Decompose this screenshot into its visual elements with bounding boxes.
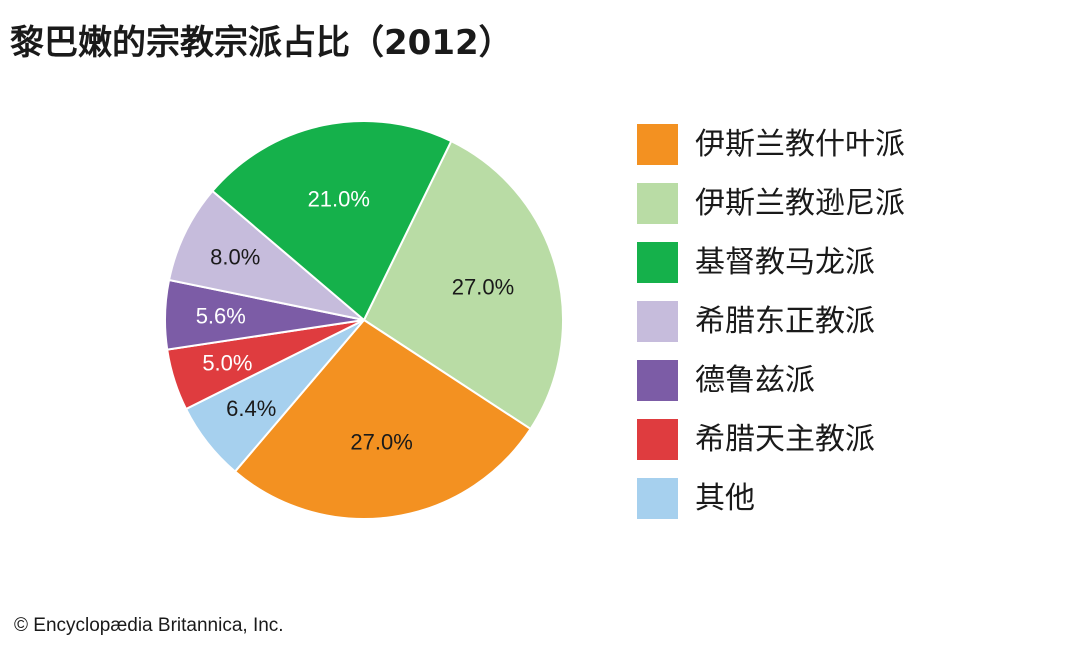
legend-label: 基督教马龙派	[695, 245, 875, 280]
legend-swatch	[637, 301, 678, 342]
pie-slice-3	[211, 120, 453, 322]
legend-item: 德鲁兹派	[637, 360, 1077, 404]
legend-item: 希腊东正教派	[637, 301, 1077, 345]
slice-label-5: 5.6%	[196, 304, 246, 329]
slice-label-1: 27.0%	[350, 430, 412, 455]
legend-label: 希腊东正教派	[695, 304, 875, 339]
legend-swatch	[637, 419, 678, 460]
legend-swatch	[637, 183, 678, 224]
legend-item: 其他	[637, 478, 1077, 522]
legend-swatch	[637, 242, 678, 283]
legend-label: 德鲁兹派	[695, 363, 815, 398]
pie-slice-1	[233, 318, 532, 520]
legend-label: 伊斯兰教逊尼派	[695, 186, 905, 221]
legend-label: 希腊天主教派	[695, 422, 875, 457]
slice-label-4: 8.0%	[210, 245, 260, 270]
legend-label: 伊斯兰教什叶派	[695, 127, 905, 162]
legend-item: 基督教马龙派	[637, 242, 1077, 286]
slice-label-3: 21.0%	[308, 187, 370, 212]
slice-label-7: 6.4%	[226, 396, 276, 421]
legend-swatch	[637, 360, 678, 401]
legend-swatch	[637, 124, 678, 165]
legend-item: 伊斯兰教逊尼派	[637, 183, 1077, 227]
legend-swatch	[637, 478, 678, 519]
slice-label-6: 5.0%	[202, 351, 252, 376]
chart-title: 黎巴嫩的宗教宗派占比（2012）	[10, 23, 513, 63]
legend-label: 其他	[695, 481, 755, 516]
copyright-credit: © Encyclopædia Britannica, Inc.	[14, 615, 284, 636]
legend-item: 伊斯兰教什叶派	[637, 124, 1077, 168]
slice-label-2: 27.0%	[452, 275, 514, 300]
legend-item: 希腊天主教派	[637, 419, 1077, 463]
pie-slice-4	[167, 189, 365, 321]
pie-slice-2	[362, 139, 564, 431]
